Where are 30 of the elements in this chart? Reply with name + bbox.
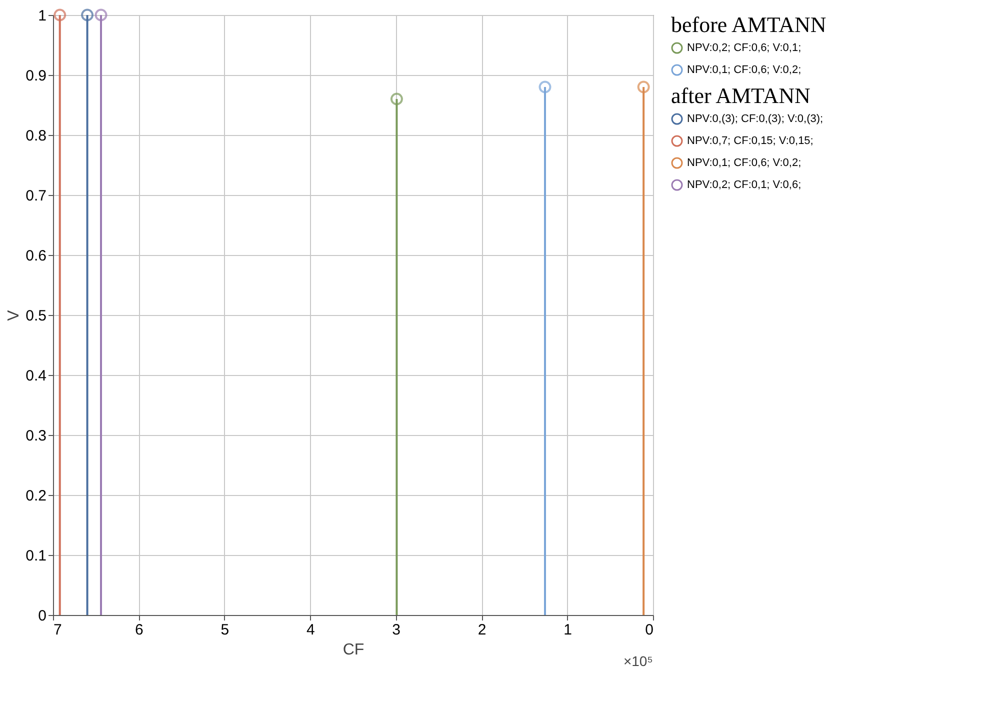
y-tick-label: 0.4 [26, 368, 46, 384]
legend-label: NPV:0,1; CF:0,6; V:0,2; [687, 157, 802, 169]
x-tick-label: 6 [135, 622, 144, 638]
x-tick-label: 2 [478, 622, 486, 638]
text: ×10⁵ [623, 653, 653, 669]
y-tick-label: 0 [38, 608, 46, 624]
y-tick-label: 0.3 [26, 428, 46, 444]
x-tick-label: 1 [564, 622, 572, 638]
legend-label: NPV:0,(3); CF:0,(3); V:0,(3); [687, 113, 824, 125]
x-tick-label: 3 [392, 622, 401, 638]
y-tick-label: 0.2 [26, 488, 46, 504]
y-tick-label: 0.9 [26, 68, 46, 84]
y-tick-label: 0.7 [26, 188, 46, 204]
y-tick-label: 0.6 [26, 248, 46, 264]
legend-label: NPV:0,1; CF:0,6; V:0,2; [687, 64, 802, 76]
legend-title: after AMTANN [671, 83, 810, 108]
y-tick-label: 0.5 [26, 308, 46, 324]
y-tick-label: 0.8 [26, 128, 46, 144]
y-tick-label: 1 [38, 8, 46, 24]
legend-label: NPV:0,2; CF:0,1; V:0,6; [687, 179, 802, 191]
legend-label: NPV:0,2; CF:0,6; V:0,1; [687, 42, 802, 54]
y-axis-title: V [6, 310, 23, 321]
x-tick-label: 0 [645, 622, 654, 638]
x-tick-label: 5 [220, 622, 230, 638]
legend-title: before AMTANN [671, 12, 826, 37]
y-tick-label: 0.1 [26, 548, 46, 564]
legend-label: NPV:0,7; CF:0,15; V:0,15; [687, 135, 814, 147]
x-tick-label: 4 [306, 622, 315, 638]
x-axis-title: CF [342, 642, 364, 658]
x-tick-label: 7 [54, 622, 62, 638]
